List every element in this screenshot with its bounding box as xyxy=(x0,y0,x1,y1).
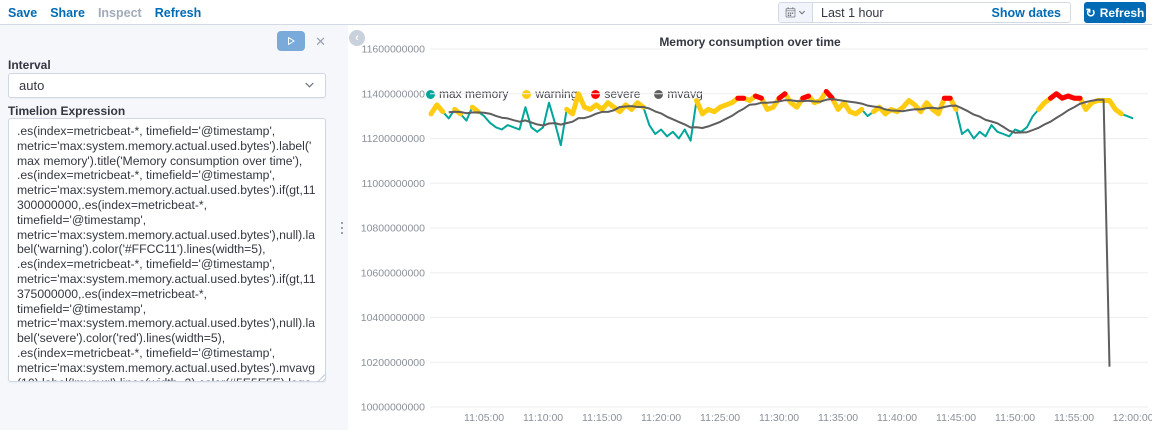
series-max-memory xyxy=(430,90,1134,147)
time-range-picker: Last 1 hour Show dates xyxy=(778,2,1071,23)
series-severe xyxy=(753,93,764,101)
x-axis-tick-label: 11:45:00 xyxy=(936,412,976,424)
refresh-icon: ↻ xyxy=(1085,5,1096,20)
series-warning xyxy=(871,95,959,117)
close-editor-icon[interactable]: ✕ xyxy=(315,33,326,49)
y-axis-tick-label: 10800000000 xyxy=(361,223,425,235)
top-toolbar: Save Share Inspect Refresh Last 1 hour S… xyxy=(0,0,1152,25)
series-severe xyxy=(823,89,835,101)
timelion-expression-input[interactable]: .es(index=metricbeat-*, timefield='@time… xyxy=(8,118,326,382)
series-warning xyxy=(428,102,446,117)
y-axis-tick-label: 10200000000 xyxy=(361,357,425,369)
refresh-link[interactable]: Refresh xyxy=(154,5,202,20)
y-axis-tick-label: 11600000000 xyxy=(362,44,426,56)
series-mvavg xyxy=(448,97,1111,367)
calendar-icon xyxy=(785,7,796,18)
y-axis-tick-label: 11000000000 xyxy=(362,178,426,190)
x-axis-tick-label: 11:50:00 xyxy=(995,412,1035,424)
series-warning xyxy=(564,91,646,117)
interval-select[interactable]: auto xyxy=(8,73,326,98)
x-axis-tick-label: 11:40:00 xyxy=(877,412,917,424)
x-axis-tick-label: 12:00:00 xyxy=(1113,412,1152,424)
share-button[interactable]: Share xyxy=(50,5,85,20)
play-icon xyxy=(288,37,295,45)
textarea-resize-handle[interactable] xyxy=(316,373,325,382)
editor-actions: ✕ xyxy=(277,31,326,51)
y-axis-tick-label: 10400000000 xyxy=(361,312,425,324)
collapse-editor-icon[interactable]: ‹ xyxy=(349,30,365,46)
x-axis-tick-label: 11:20:00 xyxy=(641,412,681,424)
y-axis-tick-label: 10600000000 xyxy=(361,267,425,279)
x-axis-tick-label: 11:10:00 xyxy=(523,412,563,424)
series-severe xyxy=(1048,91,1083,101)
inspect-button[interactable]: Inspect xyxy=(97,5,142,20)
series-severe xyxy=(800,93,812,101)
x-axis-tick-label: 11:55:00 xyxy=(1054,412,1094,424)
save-button[interactable]: Save xyxy=(8,5,38,20)
x-axis-tick-label: 11:35:00 xyxy=(818,412,858,424)
interval-value: auto xyxy=(19,78,45,93)
y-axis-tick-label: 11200000000 xyxy=(362,133,426,145)
memory-chart: 11600000000 11400000000 11200000000 1100000… xyxy=(361,44,1152,425)
chevron-down-icon xyxy=(799,10,805,14)
toolbar-links: Save Share Inspect Refresh xyxy=(8,0,201,25)
x-axis-tick-label: 11:25:00 xyxy=(700,412,740,424)
series-warning xyxy=(694,89,865,117)
y-axis-tick-label: 10000000000 xyxy=(361,402,425,414)
interval-label: Interval xyxy=(8,58,51,72)
timelion-editor-panel: ✕ Interval auto Timelion Expression .es(… xyxy=(0,25,336,430)
series-warning xyxy=(469,104,481,115)
quick-select-button[interactable] xyxy=(779,3,813,22)
show-dates-button[interactable]: Show dates xyxy=(991,5,1061,20)
y-axis-tick-label: 11400000000 xyxy=(362,88,426,100)
panel-resizer-handle[interactable] xyxy=(336,25,348,430)
chevron-down-icon xyxy=(305,82,314,88)
chart-title: Memory consumption over time xyxy=(659,35,841,49)
series-severe xyxy=(776,91,788,101)
x-axis-tick-label: 11:15:00 xyxy=(582,412,622,424)
refresh-button[interactable]: ↻ Refresh xyxy=(1084,2,1146,23)
refresh-button-label: Refresh xyxy=(1099,5,1145,20)
chart-panel: ‹ Memory consumption over time max memor… xyxy=(348,25,1152,430)
time-range-value[interactable]: Last 1 hour xyxy=(821,5,884,20)
x-axis-tick-label: 11:30:00 xyxy=(759,412,799,424)
run-expression-button[interactable] xyxy=(277,31,306,51)
timelion-expression-label: Timelion Expression xyxy=(8,104,126,118)
x-axis-tick-label: 11:05:00 xyxy=(464,412,504,424)
